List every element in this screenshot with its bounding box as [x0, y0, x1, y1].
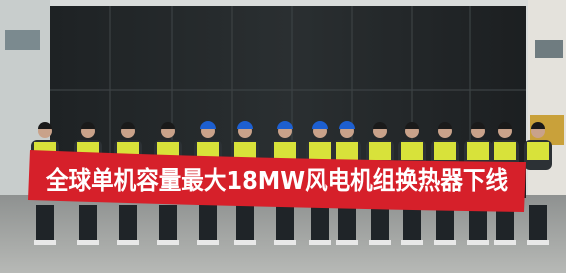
legs	[199, 205, 217, 243]
shoes	[467, 240, 489, 245]
shoes	[274, 240, 296, 245]
legs	[159, 205, 177, 243]
window	[535, 40, 563, 58]
legs	[119, 205, 137, 243]
safety-vest	[309, 142, 331, 160]
page: {"photo": {"banner_text": "全球单机容量最大18MW风…	[0, 0, 566, 273]
legs	[36, 205, 54, 243]
window	[5, 30, 40, 50]
shoes	[34, 240, 56, 245]
legs	[403, 205, 421, 243]
legs	[79, 205, 97, 243]
legs	[338, 205, 356, 243]
legs	[276, 205, 294, 243]
safety-vest	[336, 142, 358, 160]
banner-text: 全球单机容量最大18MW风电机组换热器下线	[45, 166, 508, 195]
safety-vest	[369, 142, 391, 160]
legs	[371, 205, 389, 243]
shoes	[77, 240, 99, 245]
shoes	[309, 240, 331, 245]
shoes	[234, 240, 256, 245]
shoes	[527, 240, 549, 245]
shoes	[157, 240, 179, 245]
safety-vest	[527, 142, 549, 160]
safety-vest	[401, 142, 423, 160]
shoes	[434, 240, 456, 245]
shoes	[494, 240, 516, 245]
safety-vest	[274, 142, 296, 160]
shoes	[336, 240, 358, 245]
shoes	[117, 240, 139, 245]
legs	[529, 205, 547, 243]
photo-scene: 全球单机容量最大18MW风电机组换热器下线	[0, 0, 566, 273]
legs	[236, 205, 254, 243]
shoes	[401, 240, 423, 245]
safety-vest	[434, 142, 456, 160]
legs	[311, 205, 329, 243]
safety-vest	[494, 142, 516, 160]
safety-vest	[467, 142, 489, 160]
shoes	[369, 240, 391, 245]
shoes	[197, 240, 219, 245]
